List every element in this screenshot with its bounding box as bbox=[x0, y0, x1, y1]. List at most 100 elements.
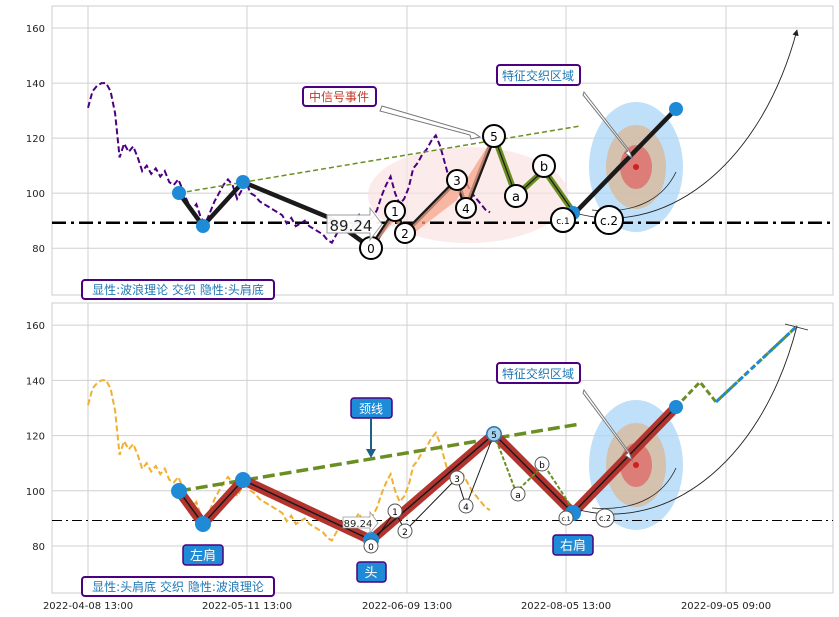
x-tick-label: 2022-04-08 13:00 bbox=[43, 601, 133, 612]
head-label: 头 bbox=[364, 566, 377, 581]
x-tick-label: 2022-05-11 13:00 bbox=[202, 601, 292, 612]
top-legend: 显性:波浪理论 交织 隐性:头肩底 bbox=[81, 279, 275, 300]
bottom-wave-3-label: 3 bbox=[454, 475, 460, 485]
top-wave-a-circle bbox=[504, 184, 528, 208]
top-signal-box bbox=[302, 86, 377, 107]
top-legend-box bbox=[81, 279, 275, 300]
neckline-text: 颈线 bbox=[359, 402, 383, 416]
bottom-legend-box bbox=[81, 576, 275, 597]
bottom-wave-a-label: a bbox=[515, 491, 521, 501]
top-wave-2-circle bbox=[394, 222, 416, 244]
bottom-wave-4-label: 4 bbox=[463, 503, 469, 513]
top-signal-callout: 中信号事件 bbox=[302, 86, 482, 140]
bottom-grid bbox=[52, 303, 833, 593]
top-y-tick-labels: 80 100 120 140 160 bbox=[26, 24, 45, 255]
bottom-wave-2-label: 2 bbox=[402, 528, 408, 538]
top-signal-text: 中信号事件 bbox=[309, 89, 369, 104]
top-zone-box bbox=[496, 64, 581, 86]
top-zone-center bbox=[633, 164, 639, 170]
top-price-series bbox=[87, 82, 491, 245]
bottom-neckline-callout: 颈线 bbox=[350, 397, 393, 458]
top-wave-4-circle bbox=[455, 197, 477, 219]
top-wave-3-label: 3 bbox=[453, 174, 461, 188]
bottom-wave-c2-label: c.2 bbox=[599, 514, 611, 523]
x-tick-labels: 2022-04-08 13:00 2022-05-11 13:00 2022-06-… bbox=[43, 601, 771, 612]
bottom-marker-ls-a bbox=[171, 483, 187, 499]
top-y-tick-label: 140 bbox=[26, 79, 45, 90]
top-zone-callout: 特征交织区域 bbox=[496, 64, 634, 160]
right-shoulder-label: 右肩 bbox=[560, 538, 586, 554]
bottom-zone-box bbox=[496, 362, 581, 384]
top-wave-2-label: 2 bbox=[401, 227, 409, 241]
bottom-marker-breakout bbox=[669, 400, 683, 414]
top-zone-arrow bbox=[582, 90, 634, 160]
top-wave-c1-label: c.1 bbox=[556, 217, 570, 227]
top-marker-breakout bbox=[669, 102, 683, 116]
bottom-y-tick-label: 140 bbox=[26, 376, 45, 387]
top-wave-band bbox=[371, 136, 494, 248]
x-tick-label: 2022-08-05 13:00 bbox=[521, 601, 611, 612]
top-wave-5-label: 5 bbox=[490, 130, 498, 144]
bottom-y-tick-labels: 80 100 120 140 160 bbox=[26, 321, 45, 553]
neckline-arrow-head bbox=[366, 449, 376, 458]
bottom-projection-blue bbox=[714, 324, 799, 404]
x-tick-label: 2022-09-05 09:00 bbox=[681, 601, 771, 612]
bottom-wave-5-label: 5 bbox=[491, 431, 497, 441]
top-wave-1-circle bbox=[384, 200, 406, 222]
bottom-legend-text: 显性:头肩底 交织 隐性:波浪理论 bbox=[92, 579, 264, 594]
top-wave-b-label: b bbox=[540, 160, 548, 175]
top-wave-c1-circle bbox=[550, 207, 576, 233]
bottom-projection-green bbox=[674, 324, 799, 409]
bottom-support-callout: 89.24 bbox=[342, 510, 379, 535]
left-shoulder-label: 左肩 bbox=[190, 548, 216, 564]
bottom-head-tag: 头 bbox=[356, 561, 387, 583]
bottom-zone-center bbox=[633, 462, 639, 468]
top-wave-b-circle bbox=[532, 154, 556, 178]
top-zone-text: 特征交织区域 bbox=[502, 68, 574, 83]
bottom-marker-ls-c bbox=[235, 472, 251, 488]
top-support-callout: 89.24 bbox=[326, 206, 383, 242]
top-y-tick-label: 160 bbox=[26, 24, 45, 35]
x-tick-label: 2022-06-09 13:00 bbox=[362, 601, 452, 612]
top-y-tick-label: 100 bbox=[26, 189, 45, 200]
bottom-target-tick bbox=[784, 323, 809, 331]
top-wave-5-circle bbox=[482, 124, 506, 148]
top-marker-left-shoulder-b bbox=[196, 219, 210, 233]
bottom-wave-1-label: 1 bbox=[392, 508, 398, 518]
bottom-legend: 显性:头肩底 交织 隐性:波浪理论 bbox=[81, 576, 275, 597]
top-wave-c2-circle bbox=[594, 205, 624, 235]
bottom-marker-ls-b bbox=[195, 516, 211, 532]
top-wave-a-label: a bbox=[512, 190, 520, 205]
top-breakout-line bbox=[571, 107, 678, 217]
top-wave-1-label: 1 bbox=[391, 205, 399, 219]
bottom-wave-labels: 0 1 2 3 4 5 a b c.1 c.2 bbox=[363, 426, 615, 554]
top-y-tick-label: 80 bbox=[32, 244, 45, 255]
top-wave-c2-label: c.2 bbox=[600, 214, 618, 228]
bottom-wave-b-label: b bbox=[539, 461, 545, 471]
bottom-y-tick-label: 160 bbox=[26, 321, 45, 332]
top-legend-text: 显性:波浪理论 交织 隐性:头肩底 bbox=[92, 282, 264, 297]
bottom-wave-0-label: 0 bbox=[368, 543, 374, 553]
bottom-zone-callout: 特征交织区域 bbox=[496, 362, 634, 462]
bottom-support-value: 89.24 bbox=[344, 519, 373, 530]
bottom-y-tick-label: 100 bbox=[26, 487, 45, 498]
bottom-y-tick-label: 80 bbox=[32, 542, 45, 553]
top-wave-3-circle bbox=[446, 169, 468, 191]
top-wave-0-label: 0 bbox=[367, 242, 375, 256]
bottom-left-shoulder-tag: 左肩 bbox=[182, 544, 224, 566]
top-y-tick-label: 120 bbox=[26, 134, 45, 145]
top-marker-left-shoulder-c bbox=[236, 175, 250, 189]
bottom-y-tick-label: 120 bbox=[26, 432, 45, 443]
bottom-right-shoulder-tag: 右肩 bbox=[552, 534, 594, 556]
bottom-zone-arrow bbox=[582, 388, 634, 462]
top-wave-4-label: 4 bbox=[462, 202, 470, 216]
top-marker-left-shoulder-a bbox=[172, 186, 186, 200]
top-abc-thin bbox=[493, 135, 573, 211]
bottom-projection-curve-small bbox=[591, 467, 677, 509]
bottom-wave-c1-label: c.1 bbox=[561, 516, 570, 523]
top-signal-arrow bbox=[379, 105, 482, 140]
bottom-abc-thin bbox=[493, 433, 573, 509]
